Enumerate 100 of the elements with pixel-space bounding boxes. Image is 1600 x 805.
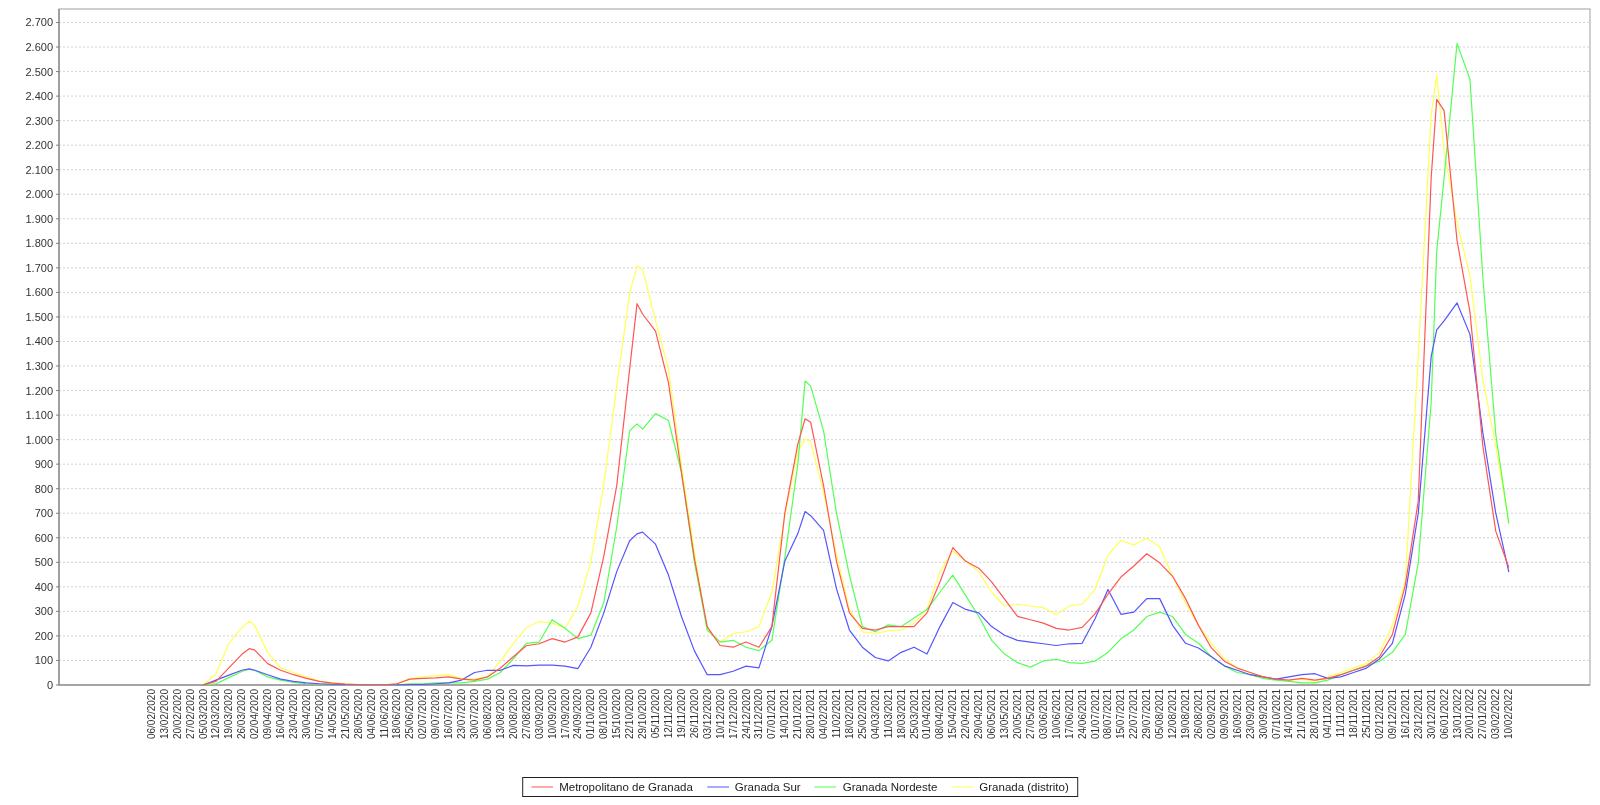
x-tick-label: 07/05/2020 bbox=[313, 688, 325, 740]
x-tick-label: 28/01/2021 bbox=[805, 688, 817, 740]
x-tick-label: 14/01/2021 bbox=[779, 688, 791, 740]
x-tick-label: 25/03/2021 bbox=[908, 688, 920, 740]
x-tick-label: 12/03/2020 bbox=[210, 688, 222, 740]
x-tick-label: 24/12/2020 bbox=[740, 688, 752, 740]
y-tick-label: 2.500 bbox=[25, 65, 53, 78]
x-tick-label: 27/02/2020 bbox=[184, 688, 196, 740]
x-tick-label: 16/12/2021 bbox=[1399, 688, 1411, 740]
y-tick-label: 600 bbox=[34, 531, 53, 544]
x-tick-label: 13/08/2020 bbox=[494, 688, 506, 740]
x-tick-label: 16/04/2020 bbox=[275, 688, 287, 740]
x-tick-label: 04/11/2021 bbox=[1322, 688, 1334, 739]
x-tick-label: 23/09/2021 bbox=[1244, 688, 1256, 740]
x-tick-label: 27/01/2022 bbox=[1477, 688, 1489, 740]
x-tick-label: 25/02/2021 bbox=[856, 688, 868, 740]
x-tick-label: 26/11/2020 bbox=[688, 688, 700, 739]
x-tick-label: 20/08/2020 bbox=[507, 688, 519, 740]
x-tick-label: 04/02/2021 bbox=[818, 688, 830, 740]
x-tick-label: 30/12/2021 bbox=[1425, 688, 1437, 740]
x-tick-label: 18/02/2021 bbox=[843, 688, 855, 740]
x-tick-label: 17/06/2021 bbox=[1063, 688, 1075, 740]
x-tick-label: 09/12/2021 bbox=[1386, 688, 1398, 740]
x-tick-label: 08/04/2021 bbox=[934, 688, 946, 740]
y-tick-label: 2.400 bbox=[25, 90, 53, 103]
x-tick-label: 20/05/2021 bbox=[1011, 688, 1023, 740]
x-tick-label: 13/05/2021 bbox=[999, 688, 1011, 740]
y-tick-label: 1.100 bbox=[25, 409, 53, 422]
x-tick-label: 23/12/2021 bbox=[1412, 688, 1424, 740]
y-tick-label: 2.200 bbox=[25, 139, 53, 152]
y-tick-label: 2.300 bbox=[25, 114, 53, 127]
x-tick-label: 17/12/2020 bbox=[727, 688, 739, 740]
x-tick-label: 01/10/2020 bbox=[585, 688, 597, 740]
x-tick-label: 11/11/2021 bbox=[1335, 688, 1347, 738]
x-tick-label: 27/05/2021 bbox=[1024, 688, 1036, 740]
x-tick-label: 30/04/2020 bbox=[300, 688, 312, 740]
x-tick-label: 14/10/2021 bbox=[1283, 688, 1295, 740]
x-tick-label: 22/04/2021 bbox=[960, 688, 972, 740]
x-tick-label: 28/10/2021 bbox=[1309, 688, 1321, 740]
y-tick-label: 300 bbox=[34, 605, 53, 618]
x-tick-label: 07/10/2021 bbox=[1270, 688, 1282, 740]
x-tick-label: 30/07/2020 bbox=[469, 688, 481, 740]
x-tick-label: 18/06/2020 bbox=[391, 688, 403, 740]
x-tick-label: 06/08/2020 bbox=[481, 688, 493, 740]
x-tick-label: 04/06/2020 bbox=[365, 688, 377, 740]
x-tick-label: 02/07/2020 bbox=[417, 688, 429, 740]
x-tick-label: 23/07/2020 bbox=[456, 688, 468, 740]
legend-label: Metropolitano de Granada bbox=[559, 781, 693, 793]
x-tick-label: 13/01/2022 bbox=[1451, 688, 1463, 740]
x-tick-label: 18/11/2021 bbox=[1348, 688, 1360, 739]
x-tick-label: 17/09/2020 bbox=[559, 688, 571, 740]
y-tick-label: 1.700 bbox=[25, 261, 53, 274]
x-tick-label: 06/05/2021 bbox=[986, 688, 998, 740]
x-tick-label: 09/07/2020 bbox=[430, 688, 442, 740]
y-tick-label: 500 bbox=[34, 556, 53, 569]
x-tick-label: 11/06/2020 bbox=[378, 688, 390, 739]
x-tick-label: 22/10/2020 bbox=[624, 688, 636, 740]
x-tick-label: 04/03/2021 bbox=[869, 688, 881, 740]
x-tick-label: 24/09/2020 bbox=[572, 688, 584, 740]
y-tick-label: 1.400 bbox=[25, 335, 53, 348]
x-tick-label: 03/12/2020 bbox=[701, 688, 713, 740]
x-tick-label: 29/04/2021 bbox=[973, 688, 985, 740]
x-tick-label: 02/12/2021 bbox=[1373, 688, 1385, 740]
y-tick-label: 2.700 bbox=[25, 16, 53, 29]
x-tick-label: 26/08/2021 bbox=[1192, 688, 1204, 740]
x-tick-label: 20/02/2020 bbox=[171, 688, 183, 740]
x-tick-label: 31/12/2020 bbox=[753, 688, 765, 740]
x-tick-label: 11/03/2021 bbox=[882, 688, 894, 739]
x-tick-label: 30/09/2021 bbox=[1257, 688, 1269, 740]
x-tick-label: 03/02/2022 bbox=[1490, 688, 1502, 740]
x-tick-label: 09/09/2021 bbox=[1218, 688, 1230, 740]
legend-label: Granada Sur bbox=[734, 781, 801, 793]
x-tick-label: 10/02/2022 bbox=[1503, 688, 1515, 740]
x-tick-label: 10/12/2020 bbox=[714, 688, 726, 740]
y-tick-label: 1.600 bbox=[25, 286, 53, 299]
y-tick-label: 2.000 bbox=[25, 188, 53, 201]
x-tick-label: 12/11/2020 bbox=[662, 688, 674, 739]
x-tick-label: 28/05/2020 bbox=[352, 688, 364, 740]
y-tick-label: 2.100 bbox=[25, 163, 53, 176]
x-tick-label: 19/11/2020 bbox=[675, 688, 687, 739]
x-tick-label: 10/09/2020 bbox=[546, 688, 558, 740]
y-tick-label: 400 bbox=[34, 580, 53, 593]
y-tick-label: 1.300 bbox=[25, 360, 53, 373]
x-tick-label: 05/03/2020 bbox=[197, 688, 209, 740]
y-tick-label: 2.600 bbox=[25, 41, 53, 54]
x-tick-label: 03/06/2021 bbox=[1037, 688, 1049, 740]
x-tick-label: 06/01/2022 bbox=[1438, 688, 1450, 740]
x-tick-label: 07/01/2021 bbox=[766, 688, 778, 740]
x-tick-label: 08/07/2021 bbox=[1102, 688, 1114, 740]
legend-label: Granada Nordeste bbox=[842, 781, 938, 793]
x-tick-label: 13/02/2020 bbox=[158, 688, 170, 740]
x-tick-label: 15/07/2021 bbox=[1115, 688, 1127, 740]
y-tick-label: 700 bbox=[34, 507, 53, 520]
x-tick-label: 15/10/2020 bbox=[611, 688, 623, 740]
y-tick-label: 1.500 bbox=[25, 310, 53, 323]
x-tick-label: 05/08/2021 bbox=[1154, 688, 1166, 740]
x-tick-label: 11/02/2021 bbox=[831, 688, 842, 739]
y-tick-label: 900 bbox=[34, 458, 53, 471]
x-tick-label: 01/04/2021 bbox=[921, 688, 933, 740]
x-tick-label: 22/07/2021 bbox=[1128, 688, 1140, 740]
